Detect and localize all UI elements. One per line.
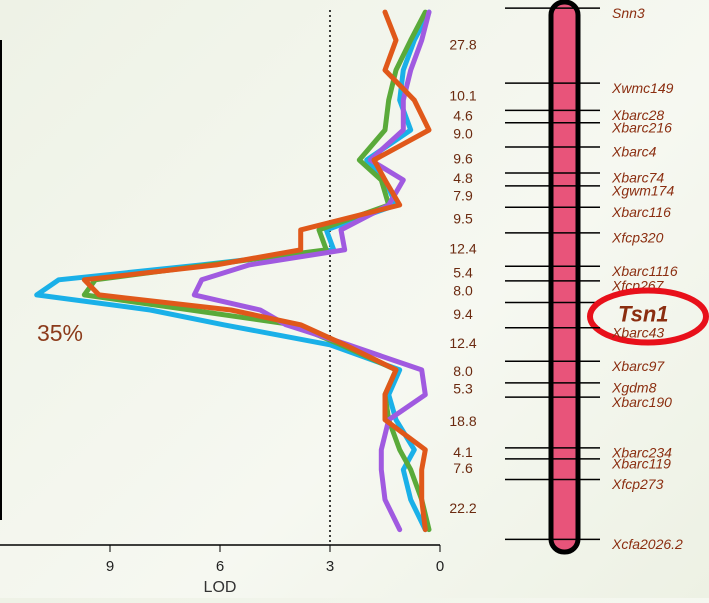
x-axis-label: LOD (204, 579, 237, 596)
interval-label: 9.4 (453, 306, 473, 322)
marker-label: Xfcp320 (611, 230, 664, 246)
x-tick-label: 3 (326, 558, 334, 575)
interval-label: 7.9 (453, 187, 473, 203)
marker-label: Xbarc119 (611, 456, 671, 472)
marker-label: Xbarc190 (611, 394, 672, 410)
chart: 35% LOD 0369Snn3Xwmc149Xbarc28Xbarc216Xb… (0, 0, 709, 598)
interval-label: 9.5 (453, 211, 473, 227)
interval-label: 8.0 (453, 282, 473, 298)
interval-label: 5.3 (453, 381, 473, 397)
highlight-marker-label: Tsn1 (618, 301, 669, 326)
interval-label: 22.2 (449, 500, 476, 516)
marker-label: Snn3 (612, 5, 645, 21)
interval-label: 7.6 (453, 460, 473, 476)
interval-label: 8.0 (453, 363, 473, 379)
interval-label: 4.1 (453, 444, 473, 460)
interval-label: 10.1 (449, 87, 476, 103)
marker-label: Xcfa2026.2 (611, 536, 683, 552)
interval-label: 4.6 (453, 107, 473, 123)
marker-label: Xbarc97 (611, 358, 665, 374)
annotation: 35% (37, 320, 83, 346)
interval-label: 4.8 (453, 170, 473, 186)
marker-label: Xfcp273 (611, 476, 664, 492)
page: 35% LOD 0369Snn3Xwmc149Xbarc28Xbarc216Xb… (0, 0, 709, 598)
interval-label: 12.4 (449, 335, 476, 351)
x-tick-label: 6 (216, 558, 224, 575)
x-tick-label: 9 (106, 558, 114, 575)
interval-label: 18.8 (449, 413, 476, 429)
marker-label: Xgwm174 (611, 183, 674, 199)
interval-label: 12.4 (449, 240, 476, 256)
marker-label: Xbarc4 (611, 144, 657, 160)
interval-label: 9.6 (453, 151, 473, 167)
x-tick-label: 0 (436, 558, 444, 575)
interval-label: 5.4 (453, 264, 473, 280)
marker-label: Xbarc43 (611, 325, 664, 341)
marker-label: Xwmc149 (611, 80, 674, 96)
chromosome (551, 2, 578, 552)
interval-label: 9.0 (453, 126, 473, 142)
interval-label: 27.8 (449, 36, 476, 52)
marker-label: Xbarc216 (611, 119, 672, 135)
marker-label: Xbarc116 (611, 204, 671, 220)
